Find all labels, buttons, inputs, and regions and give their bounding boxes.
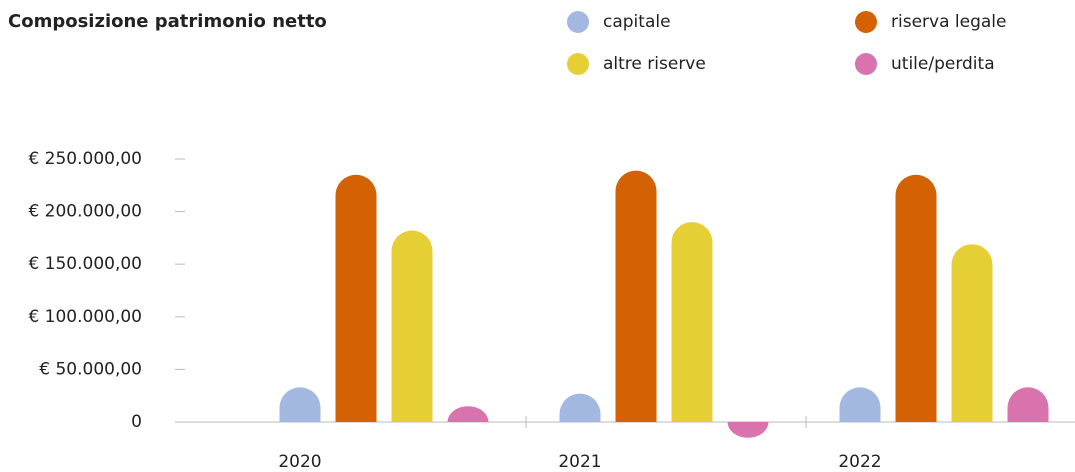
bar (447, 406, 489, 422)
bar (727, 422, 769, 438)
legend-label: utile/perdita (891, 54, 995, 74)
y-tick-label: € 200.000,00 (28, 202, 142, 222)
legend-label: altre riserve (603, 54, 706, 74)
legend-swatch (567, 11, 589, 33)
y-tick-label: € 150.000,00 (28, 254, 142, 274)
legend-label: riserva legale (891, 12, 1006, 32)
legend-swatch (855, 53, 877, 75)
legend-swatch (567, 53, 589, 75)
bar (951, 244, 993, 422)
bar (895, 174, 937, 422)
bar (671, 222, 713, 422)
y-tick-label: € 100.000,00 (28, 307, 142, 327)
bar (335, 174, 377, 422)
x-tick-label: 2021 (558, 452, 601, 472)
x-tick-label: 2020 (278, 452, 321, 472)
y-tick-label: € 50.000,00 (39, 359, 142, 379)
bar (279, 387, 321, 422)
legend-label: capitale (603, 12, 671, 32)
bar (559, 393, 601, 422)
y-tick-label: € 250.000,00 (28, 149, 142, 169)
bar (391, 230, 433, 422)
x-tick-label: 2022 (838, 452, 881, 472)
y-tick-label: 0 (131, 412, 142, 432)
bar (839, 387, 881, 422)
chart-title: Composizione patrimonio netto (8, 11, 327, 32)
legend-swatch (855, 11, 877, 33)
bar (615, 170, 657, 422)
bar (1007, 387, 1049, 422)
